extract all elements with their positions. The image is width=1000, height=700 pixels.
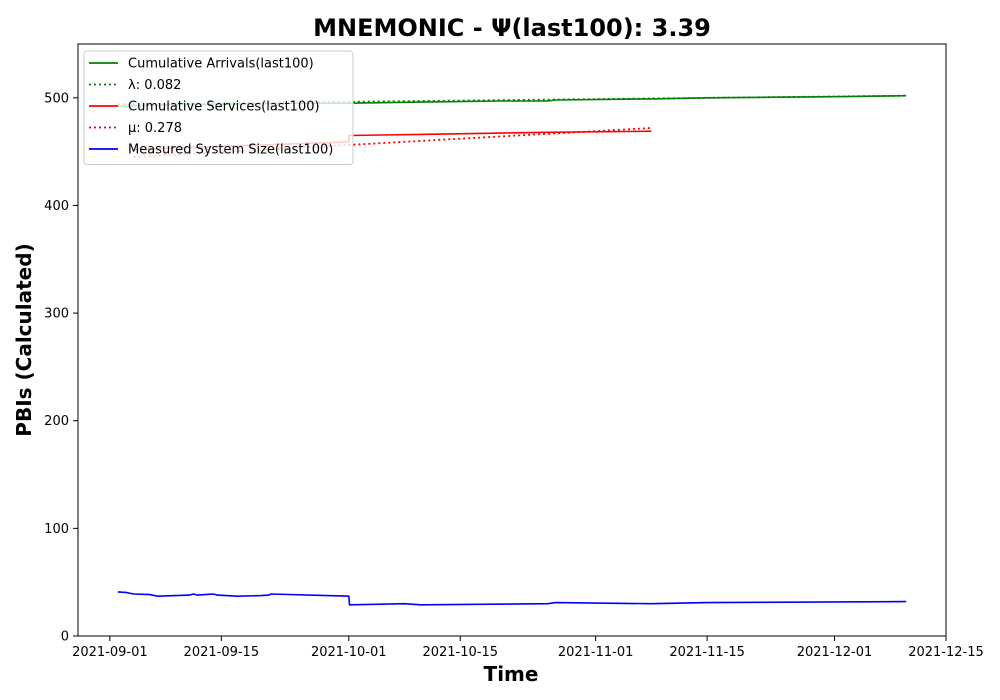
chart-title: MNEMONIC - Ψ(last100): 3.39 xyxy=(313,14,711,42)
legend-box xyxy=(83,50,354,165)
plot-series xyxy=(117,94,907,606)
x-axis-label: Time xyxy=(484,662,539,686)
x-tick-label: 2021-11-15 xyxy=(669,645,745,660)
x-tick-label: 2021-09-15 xyxy=(184,645,260,660)
x-tick-label: 2021-10-01 xyxy=(311,645,387,660)
x-tick-label: 2021-10-15 xyxy=(422,645,498,660)
legend-label: λ: 0.082 xyxy=(128,78,181,93)
x-axis: 2021-09-01 2021-09-15 2021-10-01 2021-10-15… xyxy=(72,636,984,660)
y-tick-label: 300 xyxy=(44,307,69,322)
y-axis: 0 100 200 300 400 500 xyxy=(44,91,78,645)
plot-frame xyxy=(77,43,947,637)
x-tick-label: 2021-09-01 xyxy=(72,645,148,660)
y-axis-label: PBIs (Calculated) xyxy=(12,243,36,436)
legend-label: Cumulative Arrivals(last100) xyxy=(128,57,314,72)
y-tick-label: 500 xyxy=(44,91,69,106)
legend: Cumulative Arrivals(last100) λ: 0.082 Cumu… xyxy=(83,50,354,165)
x-tick-label: 2021-12-01 xyxy=(797,645,873,660)
y-tick-label: 100 xyxy=(44,522,69,537)
series-line-5 xyxy=(117,591,907,606)
legend-label: Cumulative Services(last100) xyxy=(128,100,320,115)
x-tick-label: 2021-11-01 xyxy=(558,645,634,660)
x-tick-label: 2021-12-15 xyxy=(908,645,984,660)
y-tick-label: 400 xyxy=(44,199,69,214)
legend-label: Measured System Size(last100) xyxy=(128,143,333,158)
y-tick-label: 0 xyxy=(61,630,69,645)
legend-label: μ: 0.278 xyxy=(128,121,182,136)
y-tick-label: 200 xyxy=(44,414,69,429)
